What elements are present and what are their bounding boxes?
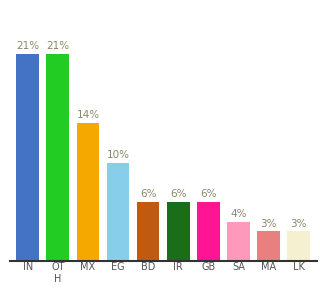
Bar [197, 202, 220, 261]
Text: 14%: 14% [76, 110, 100, 120]
Bar [167, 202, 189, 261]
Text: 6%: 6% [140, 189, 156, 199]
Text: 3%: 3% [260, 218, 277, 229]
Text: 6%: 6% [200, 189, 217, 199]
Text: 6%: 6% [170, 189, 187, 199]
Bar [107, 163, 129, 261]
Text: 4%: 4% [230, 209, 247, 219]
Bar [227, 222, 250, 261]
Bar [16, 54, 39, 261]
Bar [137, 202, 159, 261]
Bar [287, 232, 310, 261]
Bar [76, 123, 99, 261]
Text: 21%: 21% [46, 41, 69, 51]
Text: 3%: 3% [291, 218, 307, 229]
Text: 21%: 21% [16, 41, 39, 51]
Bar [46, 54, 69, 261]
Text: 10%: 10% [107, 150, 130, 160]
Bar [257, 232, 280, 261]
